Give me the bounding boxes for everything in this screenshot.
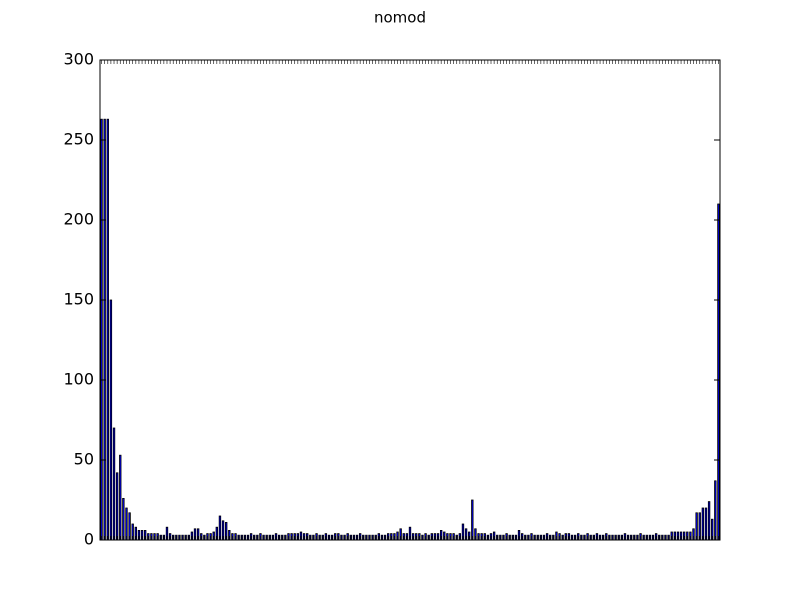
plot-frame xyxy=(99,59,721,541)
bar xyxy=(115,472,119,541)
bar xyxy=(122,497,125,541)
chart-title: nomod xyxy=(374,9,426,27)
bar xyxy=(125,507,128,541)
bar xyxy=(707,501,711,541)
y-tick-label: 50 xyxy=(74,450,94,469)
bar xyxy=(698,512,701,541)
bar xyxy=(106,118,109,541)
bar xyxy=(714,480,717,541)
bar xyxy=(109,299,113,541)
y-tick-label: 100 xyxy=(63,370,94,389)
y-tick-label: 200 xyxy=(63,210,94,229)
bar xyxy=(701,507,705,541)
bar xyxy=(112,427,116,541)
bar xyxy=(103,118,106,541)
bar xyxy=(128,512,131,541)
bar xyxy=(471,499,474,541)
y-tick-label: 250 xyxy=(63,130,94,149)
bar xyxy=(695,512,698,541)
y-tick-label: 300 xyxy=(63,50,94,69)
bar xyxy=(704,507,708,541)
bar xyxy=(119,454,122,541)
y-tick-label: 0 xyxy=(84,530,94,549)
bar xyxy=(717,203,720,541)
bar xyxy=(100,118,103,541)
y-tick-label: 150 xyxy=(63,290,94,309)
